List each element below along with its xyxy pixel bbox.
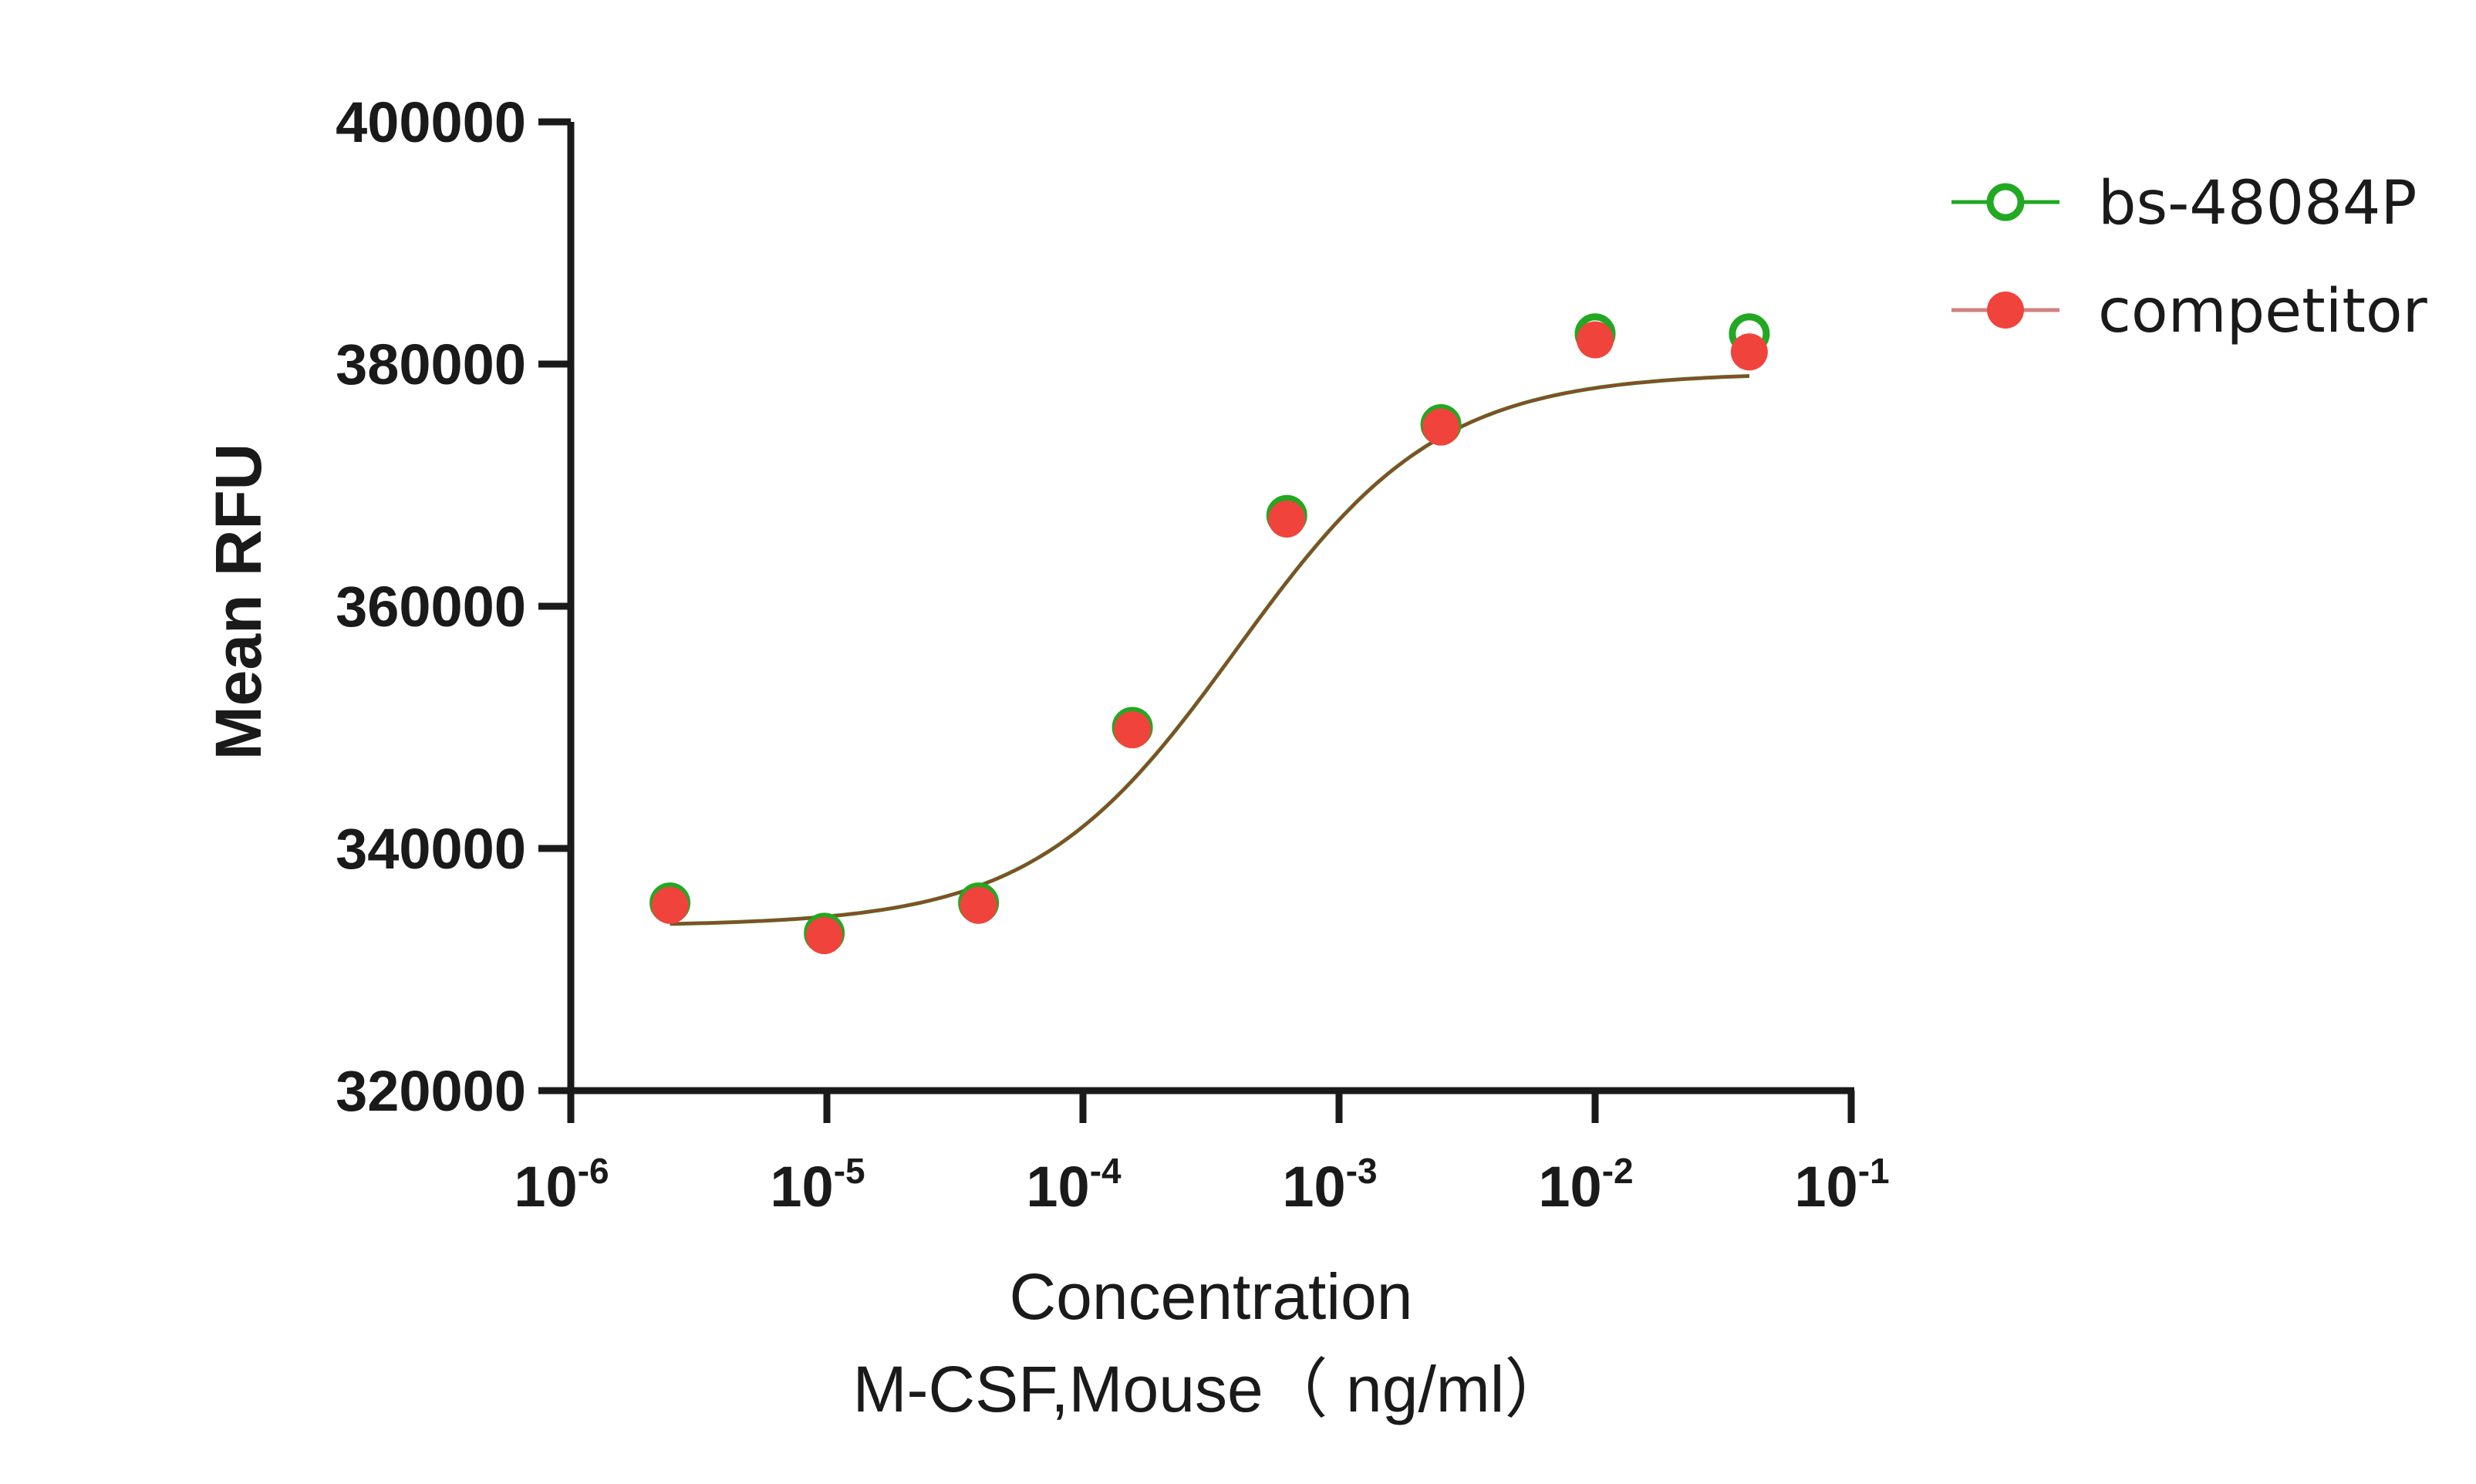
x-tick-label: 10-3	[1282, 1151, 1377, 1219]
fit-curves	[670, 374, 1749, 926]
legend-marker	[1986, 183, 2025, 221]
data-point-competitor	[1114, 711, 1152, 749]
data-point-competitor	[1730, 333, 1768, 371]
x-tick-base: 10	[770, 1155, 833, 1219]
x-tick-exponent: -4	[1090, 1151, 1122, 1191]
y-tick-label: 320000	[336, 1059, 526, 1123]
x-tick-exponent: -1	[1858, 1151, 1890, 1191]
legend-item: bs-48084P	[1951, 169, 2417, 238]
data-points	[649, 313, 1770, 955]
y-tick-label: 360000	[336, 575, 526, 639]
y-tick-label: 380000	[336, 332, 526, 396]
x-tick-label: 10-1	[1794, 1151, 1889, 1219]
fit-curve-bs-48084P	[670, 374, 1749, 926]
x-tick-base: 10	[514, 1155, 577, 1219]
x-axis-title: Concentration	[1010, 1260, 1413, 1333]
y-tick-label: 400000	[336, 90, 526, 154]
x-tick-label: 10-6	[514, 1151, 609, 1219]
x-tick-base: 10	[1538, 1155, 1601, 1219]
legend-label: competitor	[2098, 277, 2428, 346]
x-tick-label: 10-2	[1538, 1151, 1633, 1219]
data-point-competitor	[651, 886, 689, 924]
x-tick-exponent: -3	[1346, 1151, 1378, 1191]
legend-item: competitor	[1951, 277, 2428, 346]
x-axis-subtitle: M-CSF,Mouse（ ng/ml）	[853, 1353, 1570, 1425]
legend: bs-48084P competitor	[1951, 169, 2428, 346]
data-point-competitor	[1268, 500, 1306, 538]
y-axis-title: Mean RFU	[202, 444, 275, 761]
x-axis-ticks: 10-6 10-5 10-4 10-3 10-2 10-1	[514, 1091, 1890, 1219]
x-tick-exponent: -6	[578, 1151, 609, 1191]
x-tick-base: 10	[1282, 1155, 1345, 1219]
fit-curve-competitor	[670, 374, 1749, 926]
legend-label: bs-48084P	[2098, 169, 2417, 238]
x-tick-exponent: -2	[1602, 1151, 1634, 1191]
data-point-competitor	[1577, 321, 1614, 359]
x-tick-label: 10-4	[1026, 1151, 1122, 1219]
x-tick-base: 10	[1794, 1155, 1857, 1219]
data-point-competitor	[960, 886, 997, 924]
x-tick-label: 10-5	[770, 1151, 865, 1219]
legend-marker	[1987, 292, 2024, 329]
data-point-competitor	[1422, 408, 1460, 446]
data-point-competitor	[805, 917, 843, 955]
y-axis-ticks: 320000 340000 360000 380000 400000	[336, 90, 571, 1123]
x-tick-exponent: -5	[834, 1151, 865, 1191]
y-tick-label: 340000	[336, 817, 526, 881]
x-tick-base: 10	[1026, 1155, 1089, 1219]
